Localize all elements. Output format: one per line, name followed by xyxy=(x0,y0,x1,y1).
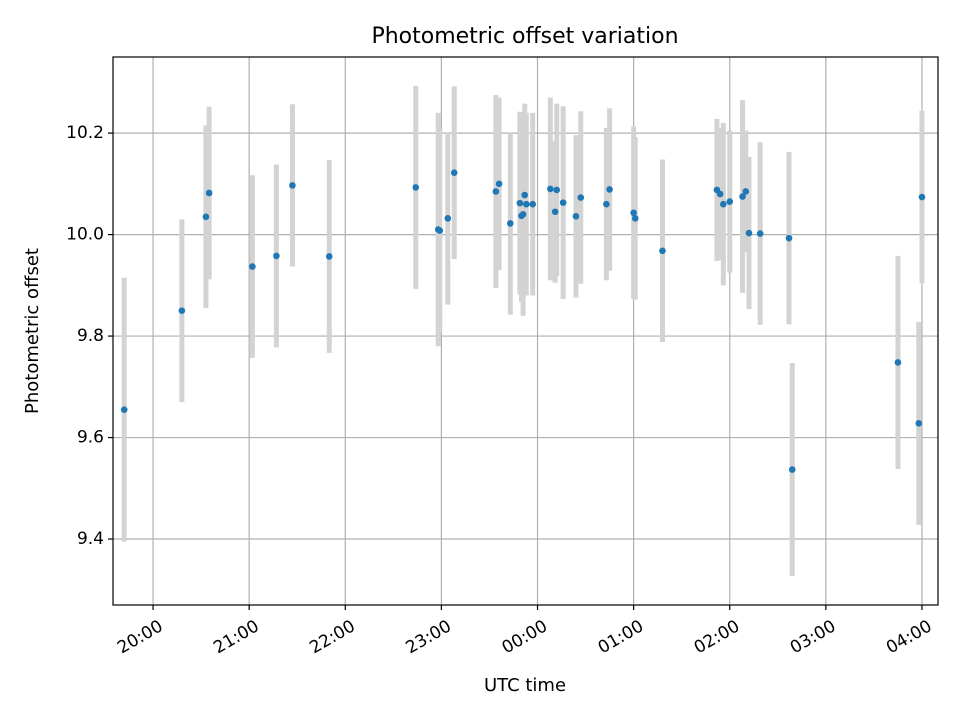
data-point xyxy=(716,190,724,198)
data-point xyxy=(915,420,923,427)
x-axis-label: UTC time xyxy=(484,675,566,696)
x-tick-label: 01:00 xyxy=(595,616,647,658)
data-point xyxy=(630,209,637,217)
data-point xyxy=(603,200,610,208)
x-axis-ticks: 20:00 21:00 22:00 23:00 00:00 01:00 02:00 03:00… xyxy=(114,605,935,658)
data-point xyxy=(444,215,452,222)
data-point xyxy=(519,210,527,218)
x-tick-label: 03:00 xyxy=(787,616,839,658)
data-point xyxy=(577,194,585,201)
x-tick-label: 22:00 xyxy=(306,616,358,658)
data-point xyxy=(726,198,734,205)
data-point xyxy=(516,199,524,207)
data-point xyxy=(492,188,500,195)
data-point xyxy=(506,220,514,227)
data-point xyxy=(553,186,561,194)
y-tick-label: 10.2 xyxy=(66,123,104,143)
data-point xyxy=(894,359,902,366)
data-point xyxy=(785,234,793,242)
point-layer xyxy=(120,169,926,473)
y-tick-label: 9.6 xyxy=(77,428,104,448)
data-point xyxy=(551,208,559,216)
data-point xyxy=(450,169,458,176)
y-tick-label: 10.0 xyxy=(66,225,104,245)
data-point xyxy=(205,189,213,197)
data-point xyxy=(659,247,666,255)
y-tick-label: 9.4 xyxy=(77,529,104,549)
data-point xyxy=(918,193,926,201)
x-tick-label: 21:00 xyxy=(210,616,262,658)
x-tick-label: 00:00 xyxy=(499,616,551,658)
x-tick-label: 20:00 xyxy=(114,616,166,658)
data-point xyxy=(631,215,639,222)
plot-frame xyxy=(112,56,939,606)
data-point xyxy=(559,199,567,206)
data-point xyxy=(178,307,186,315)
y-axis-label: Photometric offset xyxy=(22,248,43,414)
data-point xyxy=(289,182,296,189)
data-point xyxy=(745,229,753,237)
data-point xyxy=(495,180,503,188)
data-point xyxy=(572,213,580,220)
data-point xyxy=(756,230,764,237)
data-point xyxy=(739,193,746,200)
data-point xyxy=(720,200,727,208)
data-point xyxy=(412,184,420,191)
data-point xyxy=(249,263,256,270)
data-point xyxy=(120,406,128,413)
data-point xyxy=(523,200,530,208)
data-point xyxy=(547,185,554,193)
errorbar-layer xyxy=(121,85,925,577)
data-point xyxy=(273,252,280,260)
data-point xyxy=(436,227,444,234)
chart-title: Photometric offset variation xyxy=(371,24,678,49)
data-point xyxy=(521,191,528,199)
data-point xyxy=(742,188,750,195)
data-point xyxy=(788,466,796,473)
data-point xyxy=(606,186,613,193)
data-point xyxy=(325,253,333,260)
x-tick-label: 02:00 xyxy=(691,616,743,658)
data-point xyxy=(529,200,537,208)
y-tick-label: 9.8 xyxy=(77,326,104,346)
x-tick-label: 23:00 xyxy=(402,616,454,658)
y-axis-ticks: 9.4 9.6 9.8 10.0 10.2 xyxy=(66,123,113,549)
data-point xyxy=(202,213,210,221)
x-tick-label: 04:00 xyxy=(883,616,935,658)
